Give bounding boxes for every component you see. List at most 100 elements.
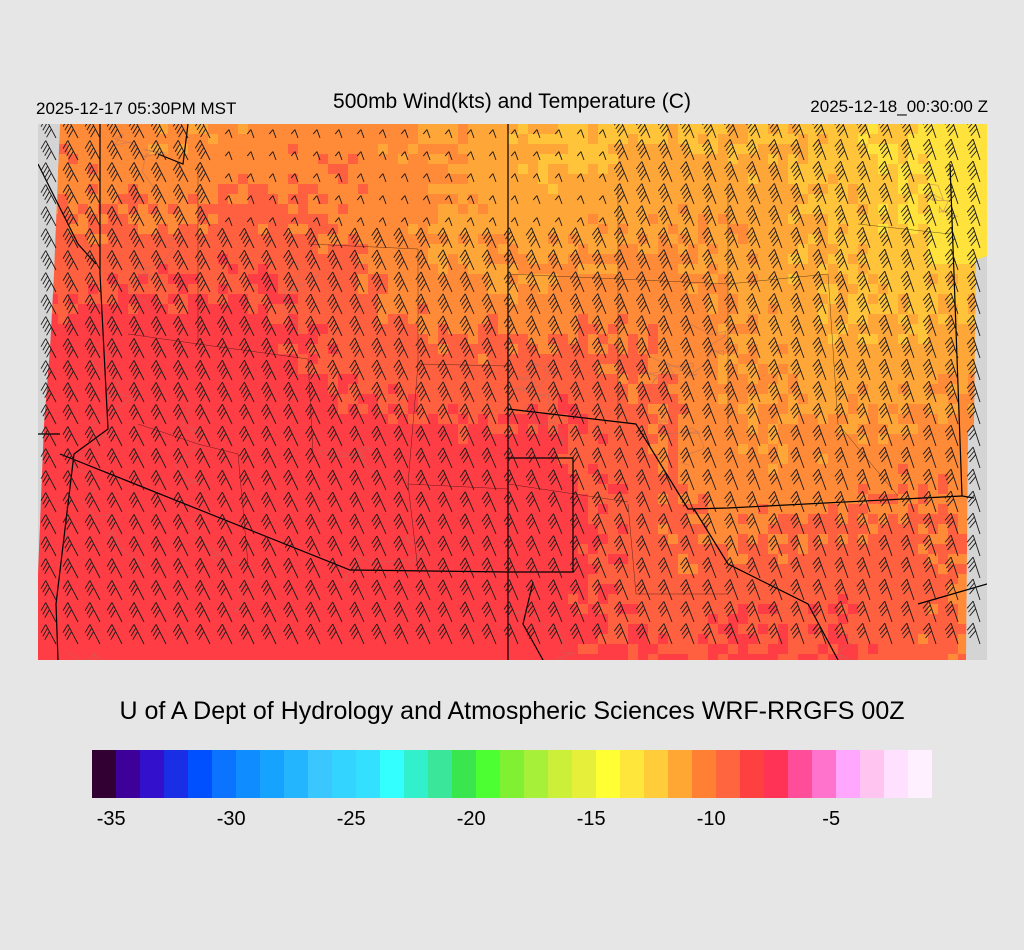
temperature-cell [628,164,639,175]
temperature-cell [518,514,529,525]
temperature-cell [588,594,599,605]
temperature-cell [578,294,589,305]
temperature-cell [258,214,269,225]
temperature-cell [908,464,919,475]
temperature-cell [378,424,389,435]
temperature-cell [818,414,829,425]
temperature-cell [908,544,919,555]
temperature-cell [778,374,789,385]
temperature-cell [288,244,299,255]
temperature-cell [698,124,709,135]
temperature-cell [868,334,879,345]
temperature-cell [278,504,289,515]
temperature-cell [508,124,519,135]
temperature-cell [78,334,89,345]
temperature-cell [758,274,769,285]
temperature-cell [148,214,159,225]
temperature-cell [208,624,219,635]
temperature-cell [818,464,829,475]
temperature-cell [388,224,399,235]
temperature-cell [408,574,419,585]
temperature-cell [428,454,439,465]
temperature-cell [298,194,309,205]
temperature-cell [248,584,259,595]
temperature-cell [348,514,359,525]
temperature-cell [238,184,249,195]
temperature-cell [958,544,969,555]
temperature-cell [948,364,959,375]
temperature-cell [588,384,599,395]
temperature-cell [208,364,219,375]
temperature-cell [408,384,419,395]
temperature-cell [88,344,99,355]
temperature-cell [558,354,569,365]
temperature-cell [218,614,229,625]
temperature-cell [58,574,69,585]
temperature-cell [888,264,899,275]
temperature-cell [138,204,149,215]
temperature-cell [548,184,559,195]
temperature-cell [398,564,409,575]
temperature-cell [918,364,929,375]
temperature-cell [588,544,599,555]
temperature-cell [748,484,759,495]
temperature-cell [238,574,249,585]
temperature-cell [348,384,359,395]
temperature-cell [618,184,629,195]
temperature-cell [508,264,519,275]
temperature-cell [368,524,379,535]
temperature-cell [668,634,679,645]
temperature-cell [678,244,689,255]
temperature-cell [528,134,539,145]
temperature-cell [788,624,799,635]
temperature-cell [738,254,749,265]
temperature-cell [788,234,799,245]
temperature-cell [548,384,559,395]
temperature-cell [928,204,939,215]
temperature-cell [118,574,129,585]
temperature-cell [228,424,239,435]
temperature-cell [68,194,79,205]
temperature-cell [588,394,599,405]
temperature-cell [618,334,629,345]
temperature-cell [578,584,589,595]
temperature-cell [458,594,469,605]
temperature-cell [388,554,399,565]
temperature-cell [358,364,369,375]
temperature-cell [228,314,239,325]
temperature-cell [928,334,939,345]
temperature-cell [808,474,819,485]
temperature-cell [818,484,829,495]
temperature-cell [278,514,289,525]
temperature-cell [568,184,579,195]
temperature-cell [868,394,879,405]
temperature-cell [278,624,289,635]
temperature-cell [568,434,579,445]
temperature-cell [588,474,599,485]
temperature-cell [568,404,579,415]
temperature-cell [538,214,549,225]
temperature-cell [418,354,429,365]
temperature-cell [678,444,689,455]
temperature-cell [108,324,119,335]
temperature-cell [768,584,779,595]
temperature-cell [678,184,689,195]
temperature-cell [518,534,529,545]
temperature-cell [608,264,619,275]
temperature-cell [58,624,69,635]
temperature-cell [698,384,709,395]
temperature-cell [168,174,179,185]
temperature-cell [768,154,779,165]
temperature-cell [968,344,979,355]
temperature-cell [158,294,169,305]
temperature-cell [428,504,439,515]
temperature-cell [158,454,169,465]
temperature-cell [478,154,489,165]
temperature-cell [58,474,69,485]
temperature-cell [628,154,639,165]
temperature-cell [528,154,539,165]
temperature-cell [948,594,959,605]
temperature-cell [768,384,779,395]
temperature-cell [348,234,359,245]
temperature-cell [58,334,69,345]
